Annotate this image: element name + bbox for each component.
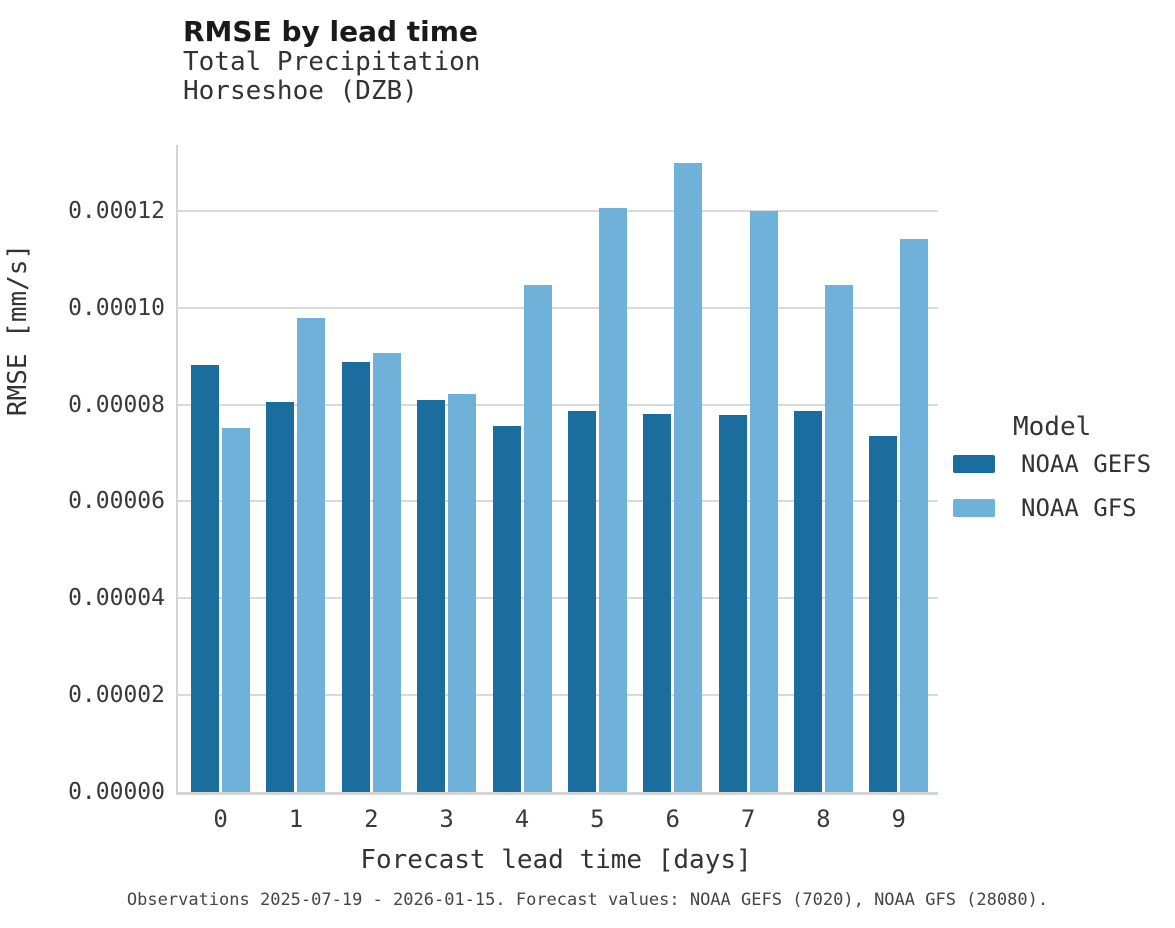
legend-swatch	[953, 455, 995, 473]
y-tick-label: 0.00008	[68, 391, 165, 418]
legend-entry-noaa-gefs: NOAA GEFS	[953, 450, 1151, 478]
x-tick-label: 3	[439, 805, 454, 833]
y-tick-label: 0.00006	[68, 488, 165, 515]
legend-title: Model	[1013, 412, 1092, 442]
gridline	[178, 209, 938, 212]
x-tick-label: 8	[816, 805, 831, 833]
x-tick-label: 9	[891, 805, 906, 833]
y-axis-label: RMSE [mm/s]	[3, 243, 33, 417]
bar-noaa-gefs-day6	[643, 414, 672, 792]
chart-subtitle-variable: Total Precipitation	[183, 47, 481, 78]
bar-noaa-gfs-day5	[598, 208, 627, 792]
x-tick-label: 6	[665, 805, 680, 833]
legend-swatch	[953, 499, 995, 517]
chart-header: RMSE by lead time Total Precipitation Ho…	[183, 15, 481, 107]
bar-noaa-gfs-day3	[448, 394, 477, 792]
bar-noaa-gefs-day2	[341, 362, 370, 792]
gridline	[178, 694, 938, 697]
bar-noaa-gefs-day3	[417, 400, 446, 792]
y-tick-label: 0.00002	[68, 682, 165, 709]
gridline	[178, 403, 938, 406]
bar-noaa-gfs-day2	[372, 353, 401, 792]
gridline	[178, 597, 938, 600]
chart-title: RMSE by lead time	[183, 15, 478, 48]
bar-noaa-gfs-day6	[674, 163, 703, 792]
y-tick-label: 0.00010	[68, 294, 165, 321]
bar-noaa-gefs-day4	[492, 426, 521, 792]
bar-noaa-gfs-day4	[523, 285, 552, 792]
x-tick-label: 1	[288, 805, 304, 833]
gridline	[178, 306, 938, 309]
x-tick-label: 0	[213, 805, 228, 833]
legend-entry-noaa-gfs: NOAA GFS	[953, 494, 1151, 522]
footer-caption: Observations 2025-07-19 - 2026-01-15. Fo…	[126, 890, 1049, 910]
x-tick-label: 7	[740, 805, 756, 833]
x-tick-label: 4	[514, 805, 530, 833]
legend: Model NOAA GEFS NOAA GFS	[953, 412, 1151, 538]
plot-area: 0.00000 0.00002 0.00004 0.00006 0.00008 0.000…	[68, 145, 938, 833]
bar-noaa-gefs-day7	[718, 415, 747, 792]
legend-label: NOAA GEFS	[1021, 450, 1152, 478]
bar-noaa-gefs-day8	[793, 411, 822, 792]
bar-noaa-gfs-day9	[900, 239, 929, 792]
bar-noaa-gfs-day8	[824, 285, 853, 792]
bar-noaa-gfs-day1	[297, 318, 326, 792]
gridline	[178, 500, 938, 503]
legend-label: NOAA GFS	[1021, 494, 1137, 522]
bar-noaa-gefs-day9	[869, 436, 898, 792]
y-tick-label: 0.00012	[68, 197, 165, 224]
bar-noaa-gfs-day0	[222, 428, 251, 792]
y-tick-label: 0.00000	[68, 779, 165, 805]
x-tick-label: 5	[590, 805, 605, 833]
chart-subtitle-station: Horseshoe (DZB)	[183, 76, 418, 107]
x-axis-label: Forecast lead time [days]	[360, 845, 752, 875]
bar-noaa-gefs-day5	[567, 411, 596, 792]
bar-noaa-gefs-day0	[191, 365, 220, 792]
y-tick-label: 0.00004	[68, 585, 165, 612]
bar-noaa-gefs-day1	[266, 402, 295, 792]
bar-noaa-gfs-day7	[749, 211, 778, 792]
x-tick-label: 2	[364, 805, 379, 833]
